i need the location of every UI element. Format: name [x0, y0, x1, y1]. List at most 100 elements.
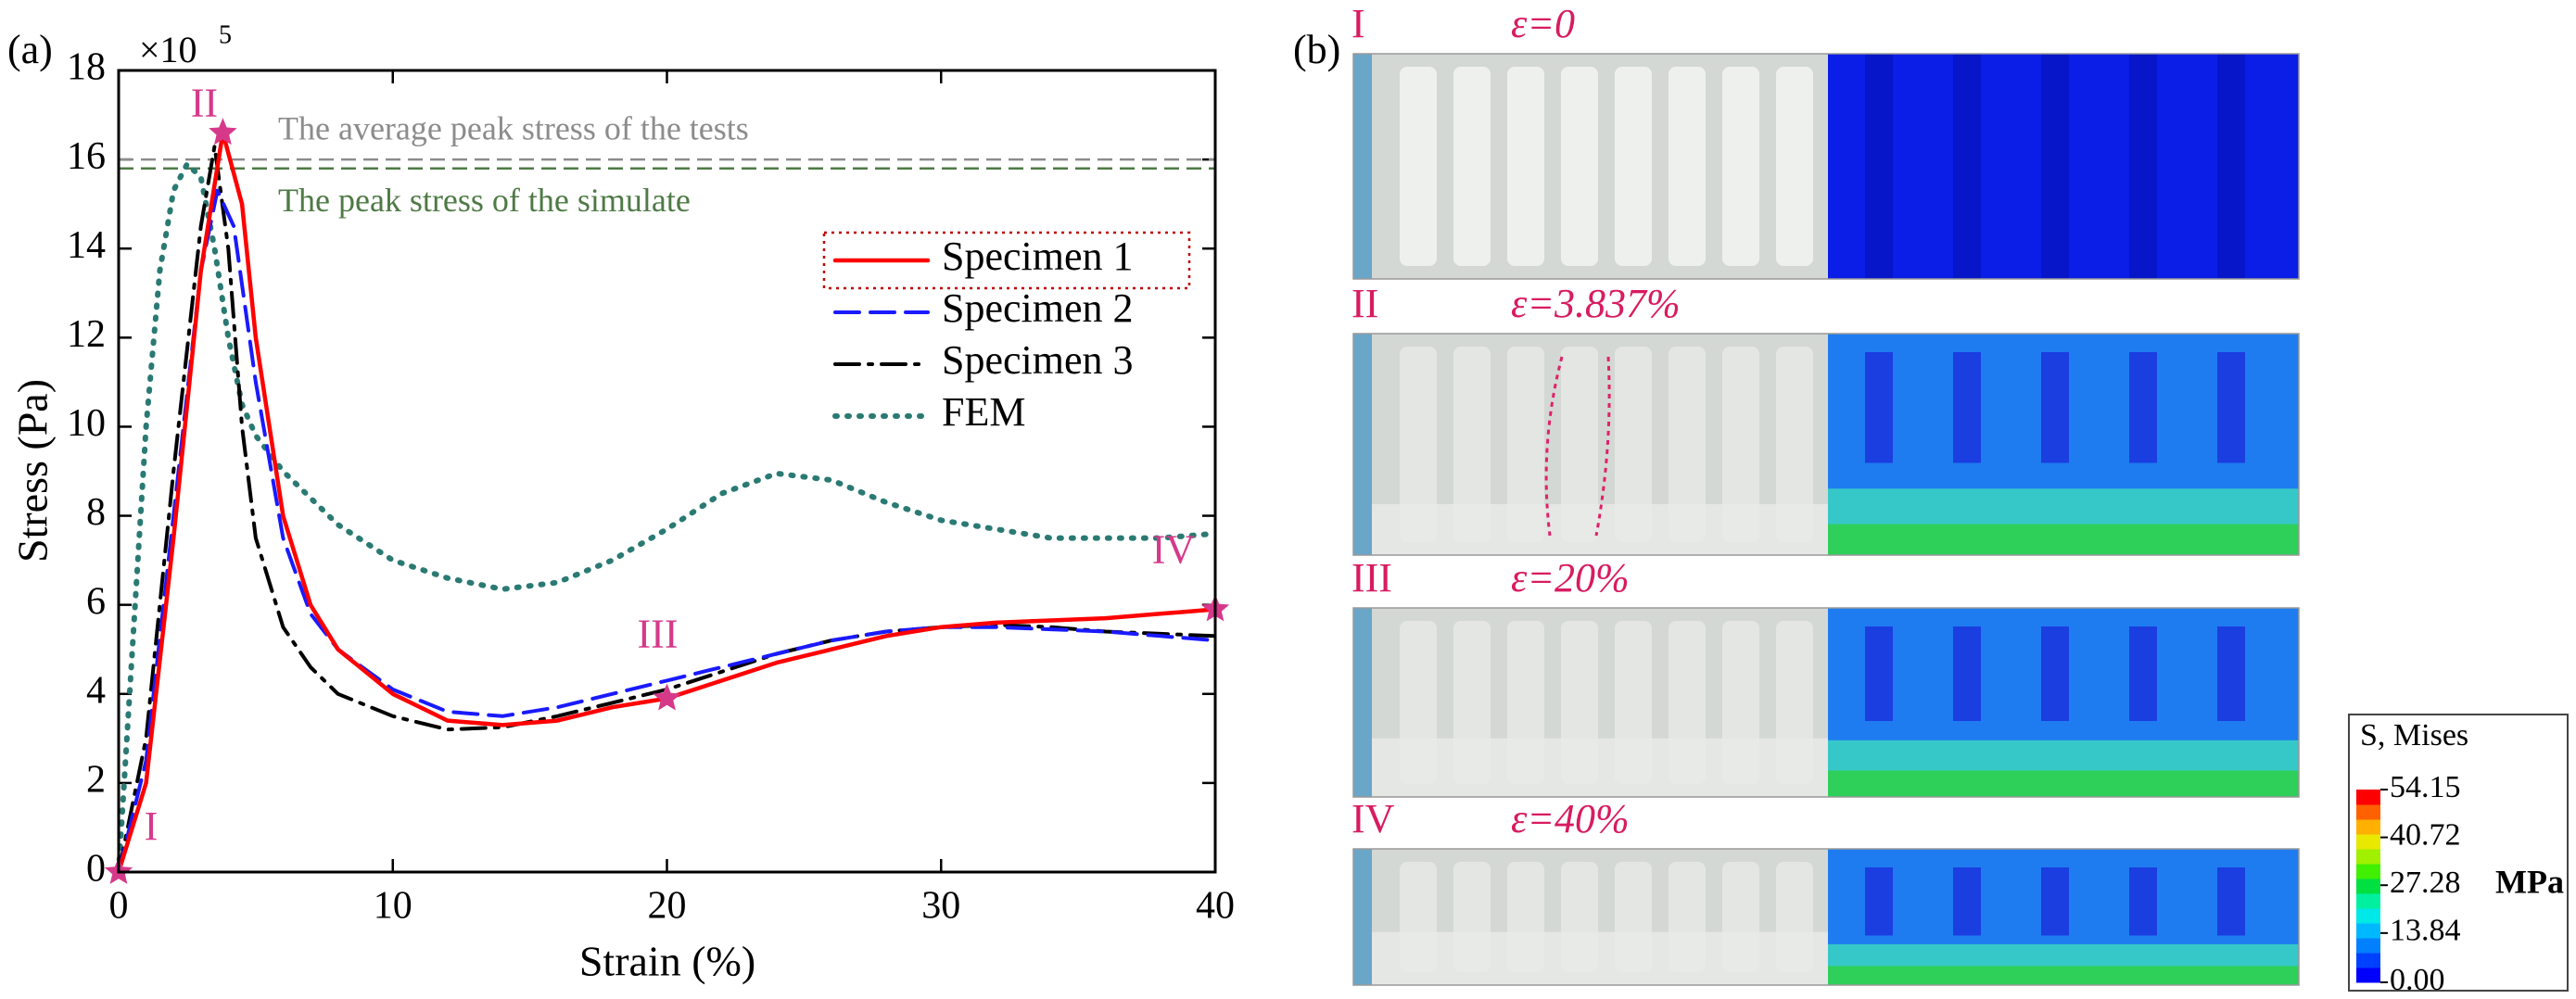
row-strain: ε=3.837%	[1511, 281, 1681, 326]
x-tick-label: 0	[109, 885, 129, 928]
colorbar-tick-label: 0.00	[2390, 963, 2445, 997]
point-label: I	[145, 803, 159, 849]
photo-cell	[1507, 347, 1544, 542]
plot-frame	[117, 69, 1217, 874]
y-tick-label: 0	[86, 848, 106, 891]
specimen-row	[1352, 848, 2300, 986]
photo-cell	[1669, 347, 1706, 542]
colorbar-band	[2356, 923, 2380, 939]
photo-cell	[1453, 67, 1491, 266]
photo-crush	[1372, 504, 1828, 555]
x-tick-label: 30	[921, 885, 960, 928]
row-frame	[1352, 607, 2300, 798]
simulation-band	[1828, 966, 2299, 985]
photo-cell	[1453, 347, 1491, 542]
row-label: III	[1351, 555, 1392, 601]
colorbar-band	[2356, 967, 2380, 983]
point-marker	[209, 118, 237, 145]
colorbar-band	[2356, 849, 2380, 865]
series-line	[116, 160, 1218, 875]
legend-label: FEM	[942, 389, 1025, 435]
photo-cell	[1561, 347, 1598, 542]
y-tick-label: 4	[86, 669, 106, 712]
point-label: III	[638, 612, 679, 657]
colorbar-title: S, Mises	[2360, 718, 2468, 752]
point-marker	[653, 683, 681, 711]
y-multiplier-exp: 5	[219, 20, 232, 49]
colorbar-band	[2356, 879, 2380, 894]
colorbar-band	[2356, 804, 2380, 820]
crack-mark	[1594, 356, 1611, 537]
photo-cell	[1400, 347, 1437, 542]
row-strain: ε=0	[1511, 1, 1575, 46]
reference-label: The peak stress of the simulate	[278, 182, 691, 219]
photo-cell	[1776, 347, 1813, 542]
x-tick-label: 20	[648, 885, 687, 928]
series-line	[116, 131, 1218, 875]
colorbar-band	[2356, 834, 2380, 850]
photo-cell	[1615, 347, 1652, 542]
photo-cell	[1669, 67, 1706, 266]
simulation-cell	[1865, 352, 1893, 463]
colorbar-tick-label: 54.15	[2390, 770, 2461, 804]
y-tick-label: 16	[67, 135, 106, 178]
photo-edge	[1353, 334, 1372, 555]
row-frame	[1352, 848, 2300, 986]
colorbar-band	[2356, 938, 2380, 954]
x-tick-label: 40	[1196, 885, 1235, 928]
simulation-cell	[1953, 54, 1981, 279]
row-frame	[1352, 53, 2300, 280]
legend-label: Specimen 2	[942, 285, 1134, 331]
row-frame	[1352, 333, 2300, 556]
specimen-row	[1352, 53, 2300, 280]
reference-label: The average peak stress of the tests	[278, 109, 749, 146]
colorbar-tick-label: 27.28	[2390, 866, 2461, 900]
legend-highlight	[822, 231, 1191, 290]
row-strain: ε=40%	[1511, 796, 1630, 841]
colorbar-band	[2356, 893, 2380, 909]
photo-cell	[1722, 67, 1759, 266]
row-label: II	[1351, 281, 1378, 326]
colorbar-band	[2356, 864, 2380, 879]
simulation-cell	[1953, 867, 1981, 936]
photo-cell	[1561, 67, 1598, 266]
simulation-cell	[2041, 626, 2069, 721]
photo-cell	[1507, 67, 1544, 266]
colorbar-band	[2356, 790, 2380, 805]
simulation-cell	[1953, 626, 1981, 721]
panel-label: (a)	[7, 27, 53, 72]
y-tick-label: 12	[67, 313, 106, 356]
simulation-cell	[1953, 352, 1981, 463]
photo-edge	[1353, 849, 1372, 985]
simulation-cell	[2129, 867, 2157, 936]
series-line	[117, 188, 1217, 874]
simulation-cell	[1865, 626, 1893, 721]
colorbar-band	[2356, 953, 2380, 968]
legend-label: Specimen 3	[942, 337, 1134, 383]
simulation-band	[1828, 770, 2299, 797]
y-tick-label: 18	[67, 46, 106, 89]
colorbar-tick-label: 13.84	[2390, 914, 2461, 948]
simulation-cell	[2217, 352, 2245, 463]
x-axis-label: Strain (%)	[579, 938, 755, 985]
simulation-cell	[2129, 352, 2157, 463]
photo-crush	[1372, 738, 1828, 797]
simulation-cell	[2217, 626, 2245, 721]
y-multiplier: ×10	[139, 29, 197, 70]
specimen-row	[1352, 333, 2300, 556]
simulation-band	[1828, 524, 2299, 555]
panel-label: (b)	[1293, 27, 1340, 72]
x-tick-label: 10	[374, 885, 412, 928]
y-tick-label: 2	[86, 759, 106, 802]
row-label: I	[1351, 1, 1365, 46]
simulation-cell	[2217, 867, 2245, 936]
photo-cell	[1776, 67, 1813, 266]
point-label: II	[191, 80, 218, 125]
row-label: IV	[1351, 796, 1395, 841]
row-strain: ε=20%	[1511, 555, 1630, 601]
colorbar-tick-label: 40.72	[2390, 817, 2461, 852]
simulation-cell	[2129, 54, 2157, 279]
simulation-cell	[1865, 867, 1893, 936]
